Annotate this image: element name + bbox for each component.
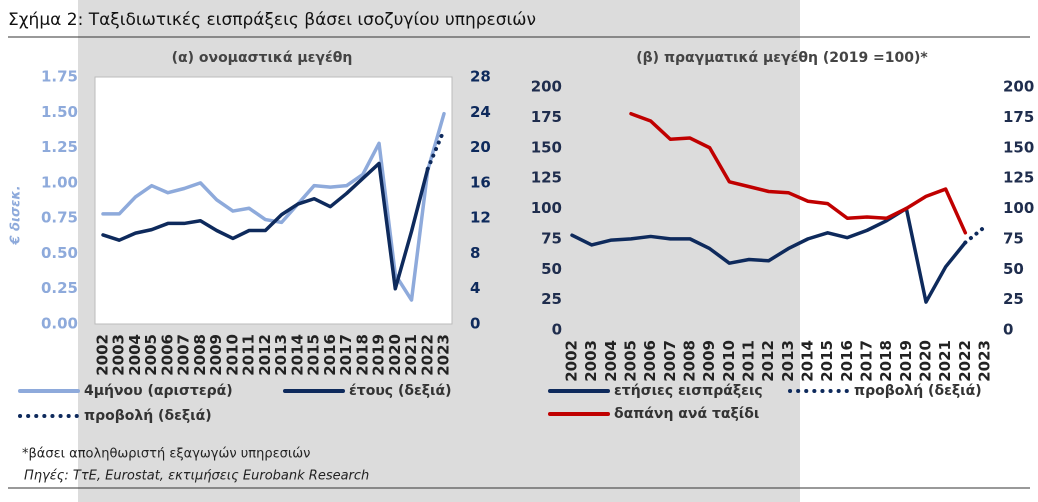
x-tick-label: 2006 bbox=[158, 334, 176, 376]
x-tick-label: 2019 bbox=[897, 340, 915, 382]
x-tick-label: 2021 bbox=[402, 334, 420, 376]
y-tick-label: 1.00 bbox=[41, 173, 78, 191]
x-tick-label: 2020 bbox=[917, 340, 935, 382]
x-tick-label: 2015 bbox=[818, 340, 836, 382]
y2-tick-label: 0 bbox=[470, 315, 480, 333]
x-tick-label: 2022 bbox=[956, 340, 974, 382]
y2-tick-label: 100 bbox=[1003, 199, 1034, 217]
y2-tick-label: 125 bbox=[1003, 169, 1034, 187]
x-tick-label: 2021 bbox=[936, 340, 954, 382]
source: Πηγές: ΤτΕ, Eurostat, εκτιμήσεις Euroban… bbox=[24, 469, 369, 484]
x-tick-label: 2018 bbox=[877, 340, 895, 382]
legend-label: προβολή (δεξιά) bbox=[84, 408, 212, 424]
y2-tick-label: 175 bbox=[1003, 108, 1034, 126]
x-tick-label: 2005 bbox=[142, 334, 160, 376]
y-tick-label: 75 bbox=[541, 229, 562, 247]
x-tick-label: 2004 bbox=[126, 334, 144, 376]
legend-label: έτους (δεξιά) bbox=[349, 383, 452, 399]
series-line bbox=[101, 161, 430, 291]
x-tick-label: 2009 bbox=[207, 334, 225, 376]
y2-tick-label: 28 bbox=[470, 68, 491, 86]
x-tick-label: 2022 bbox=[418, 334, 436, 376]
y-tick-label: 0.00 bbox=[41, 315, 78, 333]
y-tick-label: 125 bbox=[531, 169, 562, 187]
y2-tick-label: 12 bbox=[470, 209, 491, 227]
series-line bbox=[963, 224, 987, 245]
y-tick-label: 100 bbox=[531, 199, 562, 217]
y2-tick-label: 8 bbox=[470, 244, 480, 262]
y2-tick-label: 50 bbox=[1003, 260, 1024, 278]
chart-subtitle: (β) πραγματικά μεγέθη (2019 =100)* bbox=[636, 50, 928, 66]
y-tick-label: 0.75 bbox=[41, 209, 78, 227]
x-tick-label: 2013 bbox=[272, 334, 290, 376]
y2-tick-label: 20 bbox=[470, 138, 491, 156]
x-tick-label: 2008 bbox=[191, 334, 209, 376]
y2-tick-label: 150 bbox=[1003, 138, 1034, 156]
x-tick-label: 2017 bbox=[858, 340, 876, 382]
x-tick-label: 2016 bbox=[321, 334, 339, 376]
x-tick-label: 2005 bbox=[622, 340, 640, 382]
y-tick-label: 1.75 bbox=[41, 68, 78, 86]
y2-tick-label: 24 bbox=[470, 103, 491, 121]
y-tick-label: 0 bbox=[552, 321, 562, 339]
x-tick-label: 2014 bbox=[799, 340, 817, 382]
series-line bbox=[425, 127, 446, 171]
x-tick-label: 2010 bbox=[720, 340, 738, 382]
x-tick-label: 2016 bbox=[838, 340, 856, 382]
x-tick-label: 2018 bbox=[353, 334, 371, 376]
x-tick-label: 2019 bbox=[370, 334, 388, 376]
legend-label: προβολή (δεξιά) bbox=[854, 383, 982, 399]
x-tick-label: 2007 bbox=[175, 334, 193, 376]
x-tick-label: 2003 bbox=[110, 334, 128, 376]
x-tick-label: 2002 bbox=[94, 334, 112, 376]
y-tick-label: 200 bbox=[531, 78, 562, 96]
y2-tick-label: 75 bbox=[1003, 229, 1024, 247]
legend-label: δαπάνη ανά ταξίδι bbox=[614, 406, 759, 422]
y2-tick-label: 16 bbox=[470, 173, 491, 191]
x-tick-label: 2013 bbox=[779, 340, 797, 382]
y-tick-label: 25 bbox=[541, 290, 562, 308]
x-tick-label: 2017 bbox=[337, 334, 355, 376]
x-tick-label: 2003 bbox=[582, 340, 600, 382]
x-tick-label: 2012 bbox=[759, 340, 777, 382]
y-tick-label: 0.50 bbox=[41, 244, 78, 262]
y-tick-label: 150 bbox=[531, 138, 562, 156]
x-tick-label: 2014 bbox=[288, 334, 306, 376]
x-tick-label: 2007 bbox=[661, 340, 679, 382]
x-tick-label: 2002 bbox=[563, 340, 581, 382]
y2-tick-label: 200 bbox=[1003, 78, 1034, 96]
x-tick-label: 2008 bbox=[681, 340, 699, 382]
y2-tick-label: 25 bbox=[1003, 290, 1024, 308]
x-tick-label: 2012 bbox=[256, 334, 274, 376]
y2-tick-label: 0 bbox=[1003, 321, 1013, 339]
x-tick-label: 2015 bbox=[305, 334, 323, 376]
series-line bbox=[629, 111, 968, 235]
footnote: *βάσει αποληθωριστή εξαγωγών υπηρεσιών bbox=[22, 447, 310, 462]
x-tick-label: 2009 bbox=[700, 340, 718, 382]
y-tick-label: 175 bbox=[531, 108, 562, 126]
y-tick-label: 1.25 bbox=[41, 138, 78, 156]
x-tick-label: 2011 bbox=[740, 340, 758, 382]
chart-subtitle: (α) ονομαστικά μεγέθη bbox=[172, 50, 353, 66]
plot-area bbox=[94, 76, 453, 325]
y2-tick-label: 4 bbox=[470, 279, 480, 297]
x-tick-label: 2023 bbox=[435, 334, 453, 376]
x-tick-label: 2011 bbox=[240, 334, 258, 376]
y-axis-label: € δισεκ. bbox=[9, 185, 24, 245]
x-tick-label: 2006 bbox=[641, 340, 659, 382]
legend-label: 4μήνου (αριστερά) bbox=[84, 383, 233, 399]
x-tick-label: 2004 bbox=[602, 340, 620, 382]
y-tick-label: 50 bbox=[541, 260, 562, 278]
page-title: Σχήμα 2: Ταξιδιωτικές εισπράξεις βάσει ι… bbox=[8, 10, 536, 30]
legend-label: ετήσιες εισπράξεις bbox=[614, 383, 763, 399]
x-tick-label: 2023 bbox=[976, 340, 994, 382]
x-tick-label: 2020 bbox=[386, 334, 404, 376]
y-tick-label: 0.25 bbox=[41, 279, 78, 297]
y-tick-label: 1.50 bbox=[41, 103, 78, 121]
x-tick-label: 2010 bbox=[223, 334, 241, 376]
